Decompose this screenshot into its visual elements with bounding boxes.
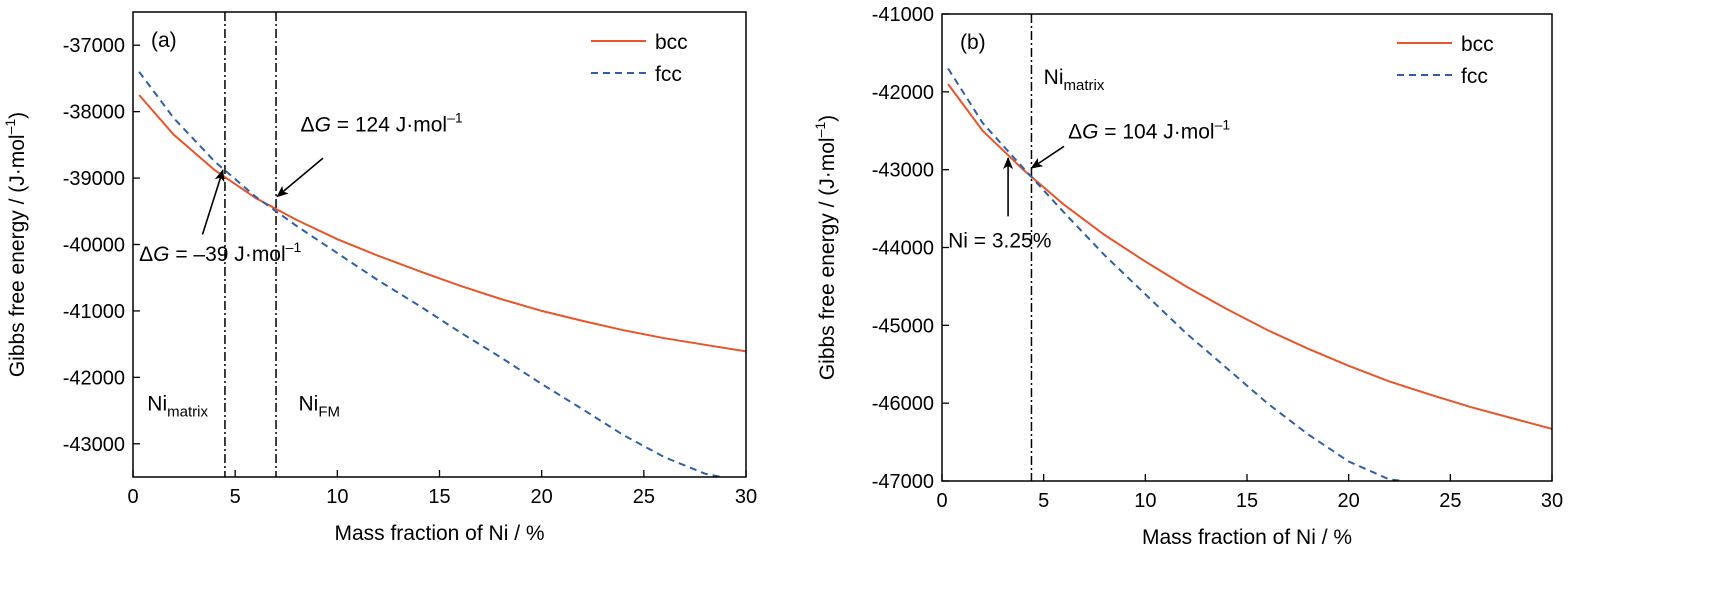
annotation-label: ΔG = 124 J·mol–1 <box>301 110 463 137</box>
x-axis-label: Mass fraction of Ni / % <box>334 522 544 545</box>
annotation-label: Ni = 3.25% <box>948 230 1051 253</box>
y-axis-label: Gibbs free energy / (J·mol–1) <box>2 112 29 377</box>
y-tick-label: -45000 <box>872 315 934 337</box>
region-label-fm: NiFM <box>299 393 341 421</box>
series-fcc-line <box>138 71 722 477</box>
region-label-matrix: Nimatrix <box>147 393 208 421</box>
chart-panel-a: 0 5 10 15 20 25 30 -43000 -42000 -41000 -40000 -390… <box>2 11 757 545</box>
region-label-matrix: Nimatrix <box>1044 66 1105 94</box>
plot-frame <box>132 11 747 478</box>
y-tick-label: -41000 <box>63 301 125 323</box>
legend-label-bcc: bcc <box>1461 33 1494 56</box>
x-tick-label: 20 <box>531 486 553 508</box>
y-tick-label: -40000 <box>63 235 125 257</box>
x-tick-label: 25 <box>633 486 655 508</box>
y-tick-label: -47000 <box>872 471 934 493</box>
x-tick-label: 0 <box>127 486 138 508</box>
x-tick-label: 30 <box>735 486 757 508</box>
legend-label-fcc: fcc <box>655 63 682 86</box>
plot-frame <box>941 13 1553 482</box>
y-tick-label: -39000 <box>63 168 125 190</box>
legend-label-fcc: fcc <box>1461 65 1488 88</box>
x-tick-label: 5 <box>230 486 241 508</box>
chart-panel-b: 0 5 10 15 20 25 30 -47000 -46000 -45000 -44000 -430… <box>812 4 1563 549</box>
x-axis-label: Mass fraction of Ni / % <box>1142 526 1352 549</box>
x-tick-label: 5 <box>1038 490 1049 512</box>
x-tick-label: 10 <box>326 486 348 508</box>
x-tick-label: 30 <box>1541 490 1563 512</box>
legend-label-bcc: bcc <box>655 31 688 54</box>
annotation-arrow <box>276 157 324 198</box>
x-tick-label: 15 <box>1236 490 1258 512</box>
x-tick-label: 20 <box>1338 490 1360 512</box>
series-bcc-line <box>138 94 746 353</box>
panel-label: (a) <box>151 29 177 52</box>
y-tick-label: -42000 <box>63 367 125 389</box>
annotation-arrow <box>201 169 225 235</box>
x-tick-label: 15 <box>428 486 450 508</box>
y-tick-label: -38000 <box>63 102 125 124</box>
annotation-arrow <box>1030 145 1065 169</box>
y-tick-label: -37000 <box>63 35 125 57</box>
series-bcc-line <box>947 83 1552 430</box>
y-tick-label: -43000 <box>872 160 934 182</box>
series-fcc-line <box>947 67 1404 481</box>
y-tick-label: -42000 <box>872 82 934 104</box>
y-tick-label: -43000 <box>63 434 125 456</box>
x-tick-label: 0 <box>936 490 947 512</box>
y-tick-label: -41000 <box>872 4 934 26</box>
y-axis-label: Gibbs free energy / (J·mol–1) <box>812 115 839 380</box>
annotation-label: ΔG = –39 J·mol–1 <box>139 239 301 266</box>
x-tick-label: 25 <box>1439 490 1461 512</box>
y-tick-label: -44000 <box>872 238 934 260</box>
x-tick-label: 10 <box>1134 490 1156 512</box>
annotation-label: ΔG = 104 J·mol–1 <box>1068 117 1230 144</box>
panel-label: (b) <box>960 31 986 54</box>
y-tick-label: -46000 <box>872 393 934 415</box>
